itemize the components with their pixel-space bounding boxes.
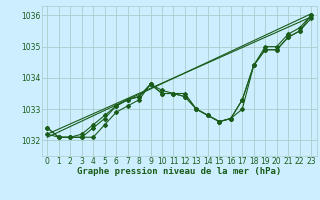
X-axis label: Graphe pression niveau de la mer (hPa): Graphe pression niveau de la mer (hPa) bbox=[77, 167, 281, 176]
